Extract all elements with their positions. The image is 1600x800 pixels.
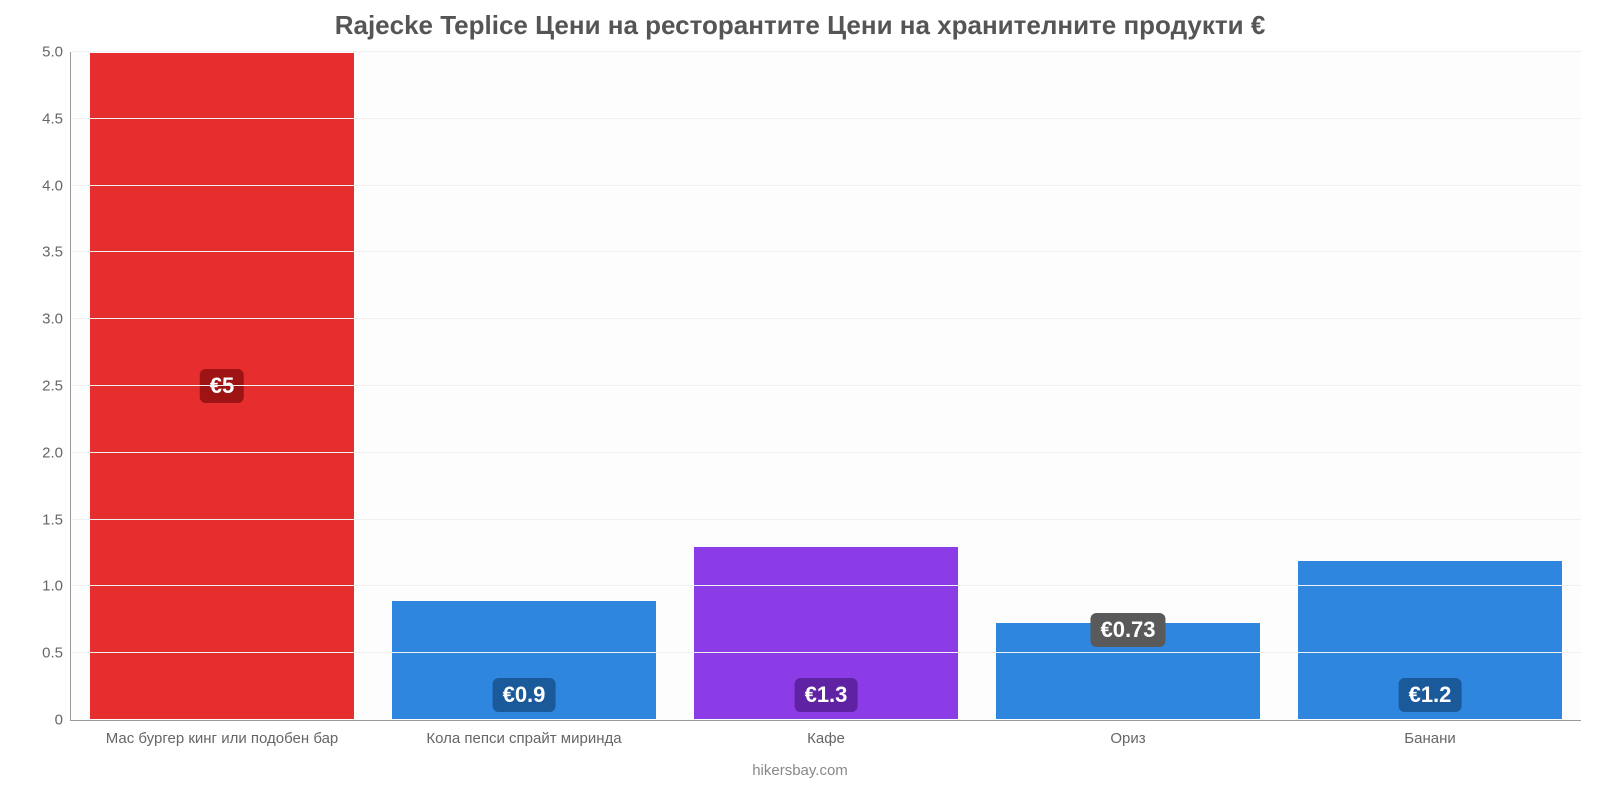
y-tick-label: 4.5	[42, 110, 71, 127]
x-tick-label: Ориз	[1110, 720, 1145, 747]
gridline	[71, 51, 1581, 52]
gridline	[71, 185, 1581, 186]
y-tick-label: 0.5	[42, 645, 71, 662]
bar-value-label: €1.2	[1399, 678, 1462, 712]
bar-value-label: €1.3	[795, 678, 858, 712]
y-tick-label: 5.0	[42, 44, 71, 61]
y-tick-label: 1.5	[42, 511, 71, 528]
y-tick-label: 2.0	[42, 444, 71, 461]
gridline	[71, 652, 1581, 653]
bar-value-label: €5	[200, 369, 244, 403]
bar-slot: €5Мас бургер кинг или подобен бар	[71, 52, 373, 720]
x-tick-label: Банани	[1404, 720, 1455, 747]
y-tick-label: 0	[55, 712, 71, 729]
gridline	[71, 118, 1581, 119]
gridline	[71, 519, 1581, 520]
gridline	[71, 385, 1581, 386]
y-tick-label: 3.5	[42, 244, 71, 261]
y-tick-label: 3.0	[42, 311, 71, 328]
price-bar-chart: Rajecke Teplice Цени на ресторантите Цен…	[0, 0, 1600, 800]
x-tick-label: Кола пепси спрайт миринда	[426, 720, 621, 747]
bar-value-label: €0.73	[1090, 613, 1165, 647]
chart-title: Rajecke Teplice Цени на ресторантите Цен…	[0, 10, 1600, 41]
plot-area: €5Мас бургер кинг или подобен бар€0.9Кол…	[70, 52, 1581, 721]
bar-slot: €1.2Банани	[1279, 52, 1581, 720]
y-tick-label: 1.0	[42, 578, 71, 595]
bar-value-label: €0.9	[493, 678, 556, 712]
y-tick-label: 2.5	[42, 378, 71, 395]
bar-slot: €0.9Кола пепси спрайт миринда	[373, 52, 675, 720]
x-tick-label: Кафе	[807, 720, 845, 747]
bar-slot: €1.3Кафе	[675, 52, 977, 720]
x-tick-label: Мас бургер кинг или подобен бар	[106, 720, 339, 747]
bars-container: €5Мас бургер кинг или подобен бар€0.9Кол…	[71, 52, 1581, 720]
gridline	[71, 251, 1581, 252]
gridline	[71, 585, 1581, 586]
y-tick-label: 4.0	[42, 177, 71, 194]
bar-slot: €0.73Ориз	[977, 52, 1279, 720]
gridline	[71, 452, 1581, 453]
gridline	[71, 318, 1581, 319]
source-attribution: hikersbay.com	[0, 762, 1600, 779]
